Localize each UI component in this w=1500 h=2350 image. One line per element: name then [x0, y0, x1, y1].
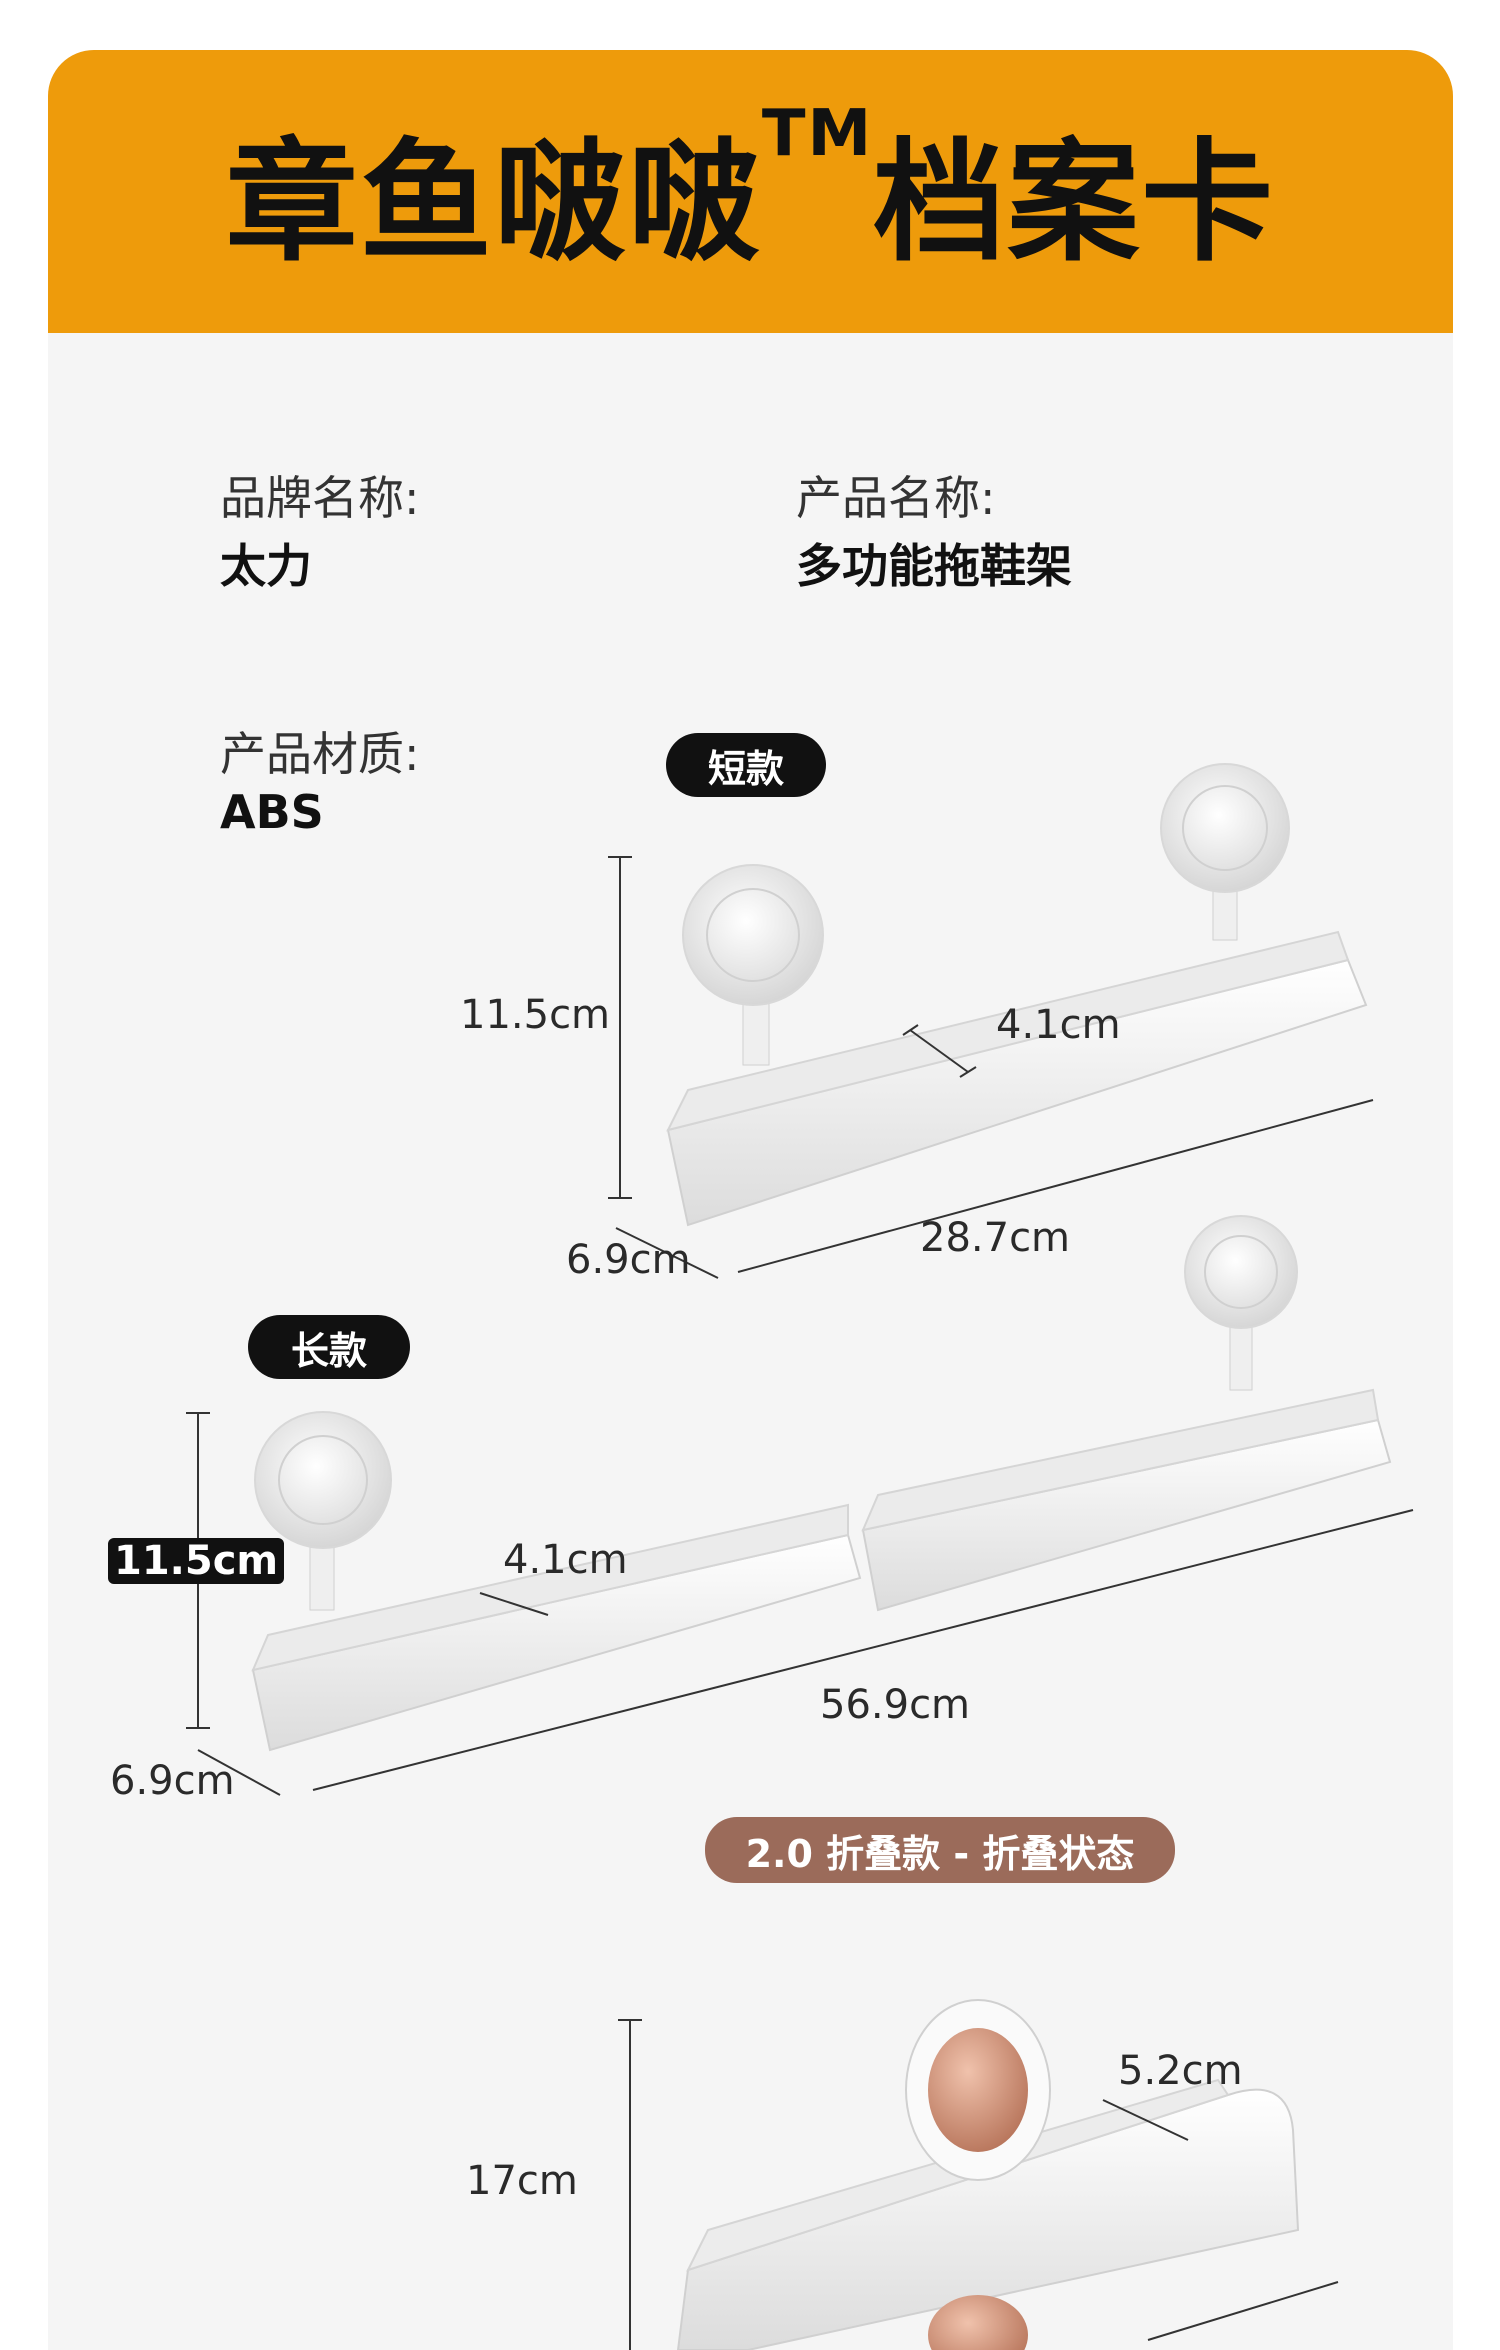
material-label: 产品材质:	[220, 727, 420, 781]
product-illustrations	[186, 763, 1414, 2350]
fold-height-label: 17cm	[466, 2158, 578, 2204]
short-height-label: 11.5cm	[460, 992, 611, 1038]
fold-depth-label: 5.2cm	[1118, 2048, 1243, 2094]
product-label: 产品名称:	[796, 471, 996, 525]
brand-label: 品牌名称:	[220, 471, 420, 525]
long-rack-drawing	[186, 1215, 1414, 1796]
short-model-tag: 短款	[666, 733, 826, 797]
profile-card: 章鱼啵啵 TM 档案卡	[48, 50, 1453, 2350]
card-header: 章鱼啵啵 TM 档案卡	[48, 50, 1453, 333]
short-depth-label: 4.1cm	[996, 1002, 1121, 1048]
long-width-label: 6.9cm	[110, 1758, 235, 1804]
brand-value: 太力	[220, 539, 312, 593]
fold-model-tag: 2.0 折叠款 - 折叠状态	[705, 1817, 1175, 1883]
long-height-label: 11.5cm	[108, 1538, 285, 1584]
long-length-label: 56.9cm	[820, 1682, 971, 1728]
short-length-label: 28.7cm	[920, 1215, 1071, 1261]
product-value: 多功能拖鞋架	[796, 539, 1072, 593]
long-model-tag: 长款	[248, 1315, 410, 1379]
long-depth-label: 4.1cm	[503, 1537, 628, 1583]
short-width-label: 6.9cm	[566, 1237, 691, 1283]
trademark-mark: TM	[761, 97, 874, 171]
material-value: ABS	[220, 785, 324, 839]
card-title: 章鱼啵啵 TM 档案卡	[225, 97, 1276, 280]
short-rack-drawing	[608, 763, 1374, 1279]
